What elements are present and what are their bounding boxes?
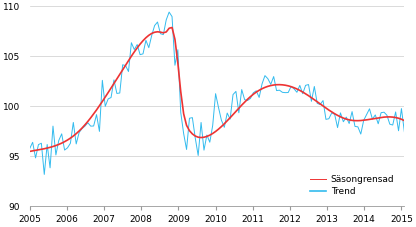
Line: Trend: Trend: [30, 27, 404, 151]
Säsongrensad: [193, 137, 198, 139]
Säsongrensad: [42, 173, 47, 176]
Trend: [170, 26, 175, 29]
Säsongrensad: [309, 100, 314, 103]
Trend: [129, 55, 134, 57]
Säsongrensad: [132, 48, 137, 51]
Säsongrensad: [228, 118, 233, 121]
Trend: [402, 119, 407, 122]
Legend: Säsongrensad, Trend: Säsongrensad, Trend: [308, 173, 396, 198]
Säsongrensad: [167, 11, 172, 13]
Säsongrensad: [402, 130, 407, 133]
Trend: [324, 107, 329, 109]
Säsongrensad: [326, 117, 331, 120]
Trend: [27, 150, 32, 153]
Line: Säsongrensad: Säsongrensad: [30, 12, 404, 174]
Trend: [190, 133, 195, 135]
Trend: [225, 119, 230, 122]
Trend: [306, 94, 311, 97]
Säsongrensad: [27, 147, 32, 150]
Säsongrensad: [280, 91, 285, 94]
Trend: [277, 83, 282, 86]
